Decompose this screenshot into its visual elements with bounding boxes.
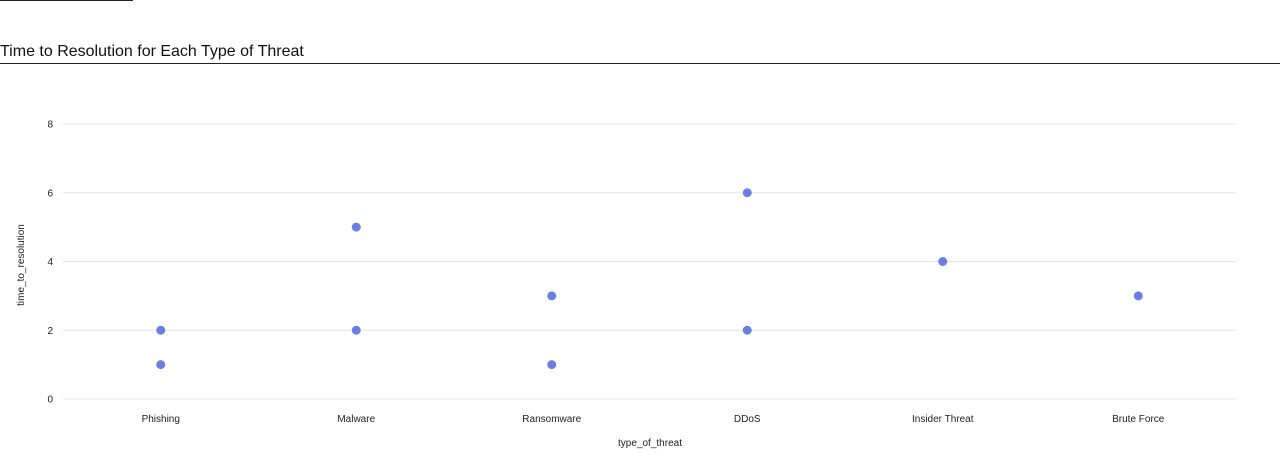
data-point[interactable] xyxy=(1133,291,1143,301)
data-point[interactable] xyxy=(742,188,752,198)
x-axis-label: type_of_threat xyxy=(618,438,682,449)
x-tick-label: Malware xyxy=(337,414,375,425)
y-tick-label: 4 xyxy=(47,257,53,268)
data-points xyxy=(156,188,1143,370)
y-tick-label: 0 xyxy=(47,395,53,406)
y-axis-label: time_to_resolution xyxy=(16,224,27,306)
data-point[interactable] xyxy=(156,360,166,370)
data-point[interactable] xyxy=(547,291,557,301)
data-point[interactable] xyxy=(938,257,948,266)
data-point[interactable] xyxy=(156,325,166,335)
x-tick-label: Phishing xyxy=(142,414,180,425)
y-tick-label: 2 xyxy=(47,326,53,337)
data-point[interactable] xyxy=(351,325,361,335)
grid-lines xyxy=(63,123,1236,400)
x-tick-label: Insider Threat xyxy=(912,414,974,425)
data-point[interactable] xyxy=(547,360,557,370)
x-tick-label: Ransomware xyxy=(522,414,581,425)
y-tick-label: 8 xyxy=(47,120,53,131)
top-decorative-rule xyxy=(0,0,133,1)
data-point[interactable] xyxy=(351,222,361,232)
x-axis-ticks: Phishing Malware Ransomware DDoS Insider Thr… xyxy=(142,414,1165,425)
x-tick-label: DDoS xyxy=(734,414,761,425)
x-tick-label: Brute Force xyxy=(1112,414,1165,425)
data-point[interactable] xyxy=(742,325,752,335)
chart-title: Time to Resolution for Each Type of Thre… xyxy=(0,43,304,60)
title-underline xyxy=(0,63,1280,64)
y-axis-ticks: 0 2 4 6 8 xyxy=(47,120,53,406)
y-tick-label: 6 xyxy=(47,188,53,199)
